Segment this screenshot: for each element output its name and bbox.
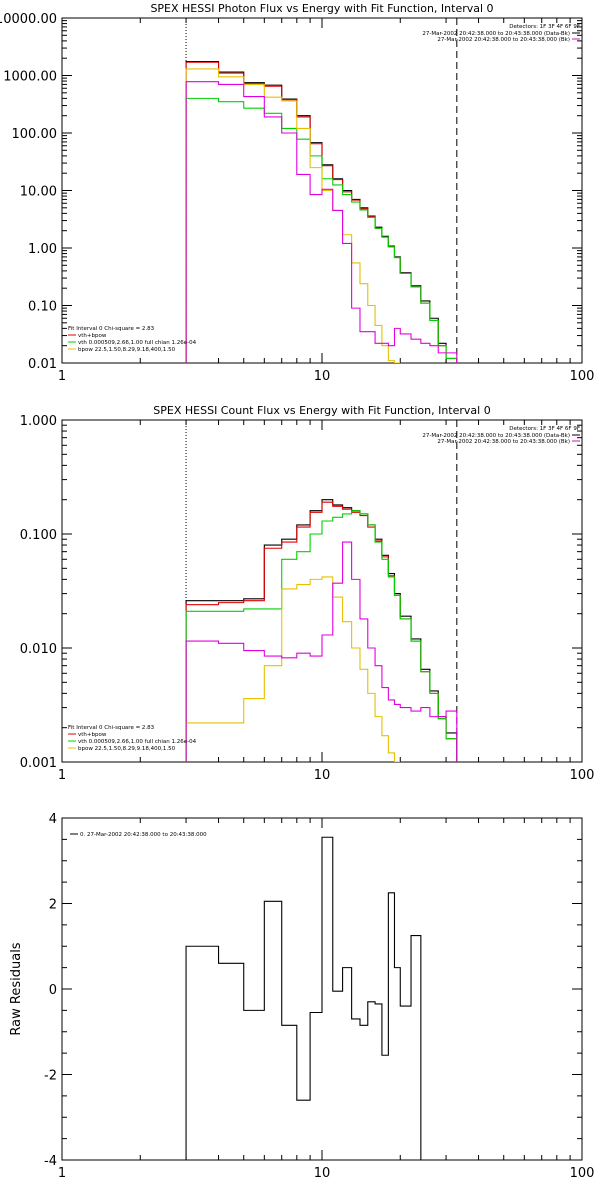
p2-plot-frame (61, 419, 583, 763)
p2-x-tick-label: 100 (570, 768, 595, 783)
p1-x-tick-label: 100 (570, 369, 595, 384)
p2-legend-top-entry: 27-Mar-2002 20:42:38.000 to 20:43:38.000… (422, 433, 570, 439)
p2-legend-bottom-entry: vth+bpow (78, 732, 107, 738)
p2-legend-bottom-header: Fit Interval 0 Chi-square = 2.83 (68, 725, 155, 731)
p2-y-tick-label: 0.001 (20, 756, 57, 771)
p2-legend-bottom-entry: vth 0.000509,2.66,1.00 full chian 1.26e-… (78, 739, 197, 745)
p1-y-tick-label: 0.01 (28, 357, 57, 372)
p1-y-tick-label: 0.10 (28, 300, 57, 315)
p1-title: SPEX HESSI Photon Flux vs Energy with Fi… (150, 2, 493, 15)
p1-x-tick-label: 10 (314, 369, 331, 384)
p1-legend-bottom-entry: bpow 22.5,1.50,8.29,9.18,400,1.50 (78, 347, 176, 353)
p1-legend-top-header: Detectors: 1F 3F 4F 6F 9F (509, 24, 580, 30)
p1-series-vth-bpow (185, 60, 457, 363)
p3-x-tick-label: 1 (58, 1166, 66, 1181)
p3-y-tick-label: 2 (49, 898, 57, 913)
p1-y-tick-label: 1000.00 (3, 70, 57, 85)
p1-series-raw-data (185, 81, 458, 363)
p1-legend-bottom-header: Fit Interval 0 Chi-square = 2.83 (68, 326, 155, 332)
p3-series-0-27-mar-2002-20-42-38-000-to-20-43-38-000 (185, 836, 422, 1160)
p1-series-vth-bpow-fit (185, 61, 458, 363)
p1-legend-bottom-entry: vth+bpow (78, 333, 107, 339)
p3-y-tick-label: -2 (44, 1069, 57, 1084)
p2-x-tick-label: 10 (314, 768, 331, 783)
p2-series-vth (185, 510, 458, 762)
p1-series-vth (185, 97, 458, 363)
p2-y-tick-label: 0.100 (20, 528, 57, 543)
p2-series-bpow (185, 576, 401, 762)
p2-legend-top-header: Detectors: 1F 3F 4F 6F 9F (509, 426, 580, 432)
p2-legend-bottom-entry: bpow 22.5,1.50,8.29,9.18,400,1.50 (78, 746, 176, 752)
p2-y-tick-label: 1.000 (20, 414, 57, 429)
p3-y-tick-label: 4 (49, 812, 57, 827)
p2-title: SPEX HESSI Count Flux vs Energy with Fit… (153, 404, 490, 417)
p1-legend-bottom-entry: vth 0.000509,2.66,1.00 full chian 1.26e-… (78, 340, 197, 346)
p3-x-tick-label: 100 (570, 1166, 595, 1181)
p2-y-tick-label: 0.010 (20, 642, 57, 657)
p3-ylabel: Raw Residuals (9, 942, 24, 1035)
p1-y-tick-label: 100.00 (12, 127, 58, 142)
p1-y-tick-label: 10000.00 (0, 12, 57, 27)
p1-legend-top-entry: 27-Mar-2002 20:42:38.000 to 20:43:38.000… (422, 31, 570, 37)
p2-series-bk (185, 541, 458, 762)
p1-legend-top-entry: 27-Mar-2002 20:42:38.000 to 20:43:38.000… (437, 37, 570, 43)
p2-x-tick-label: 1 (58, 768, 66, 783)
p2-legend-top-entry: 27-Mar-2002 20:42:38.000 to 20:43:38.000… (437, 439, 570, 445)
p3-y-tick-label: 0 (49, 983, 57, 998)
p1-x-tick-label: 1 (58, 369, 66, 384)
p1-y-tick-label: 10.00 (20, 185, 57, 200)
p1-y-tick-label: 1.00 (28, 242, 57, 257)
p3-y-tick-label: -4 (44, 1154, 57, 1169)
p3-legend-entry: 0. 27-Mar-2002 20:42:38.000 to 20:43:38.… (80, 832, 207, 838)
p3-x-tick-label: 10 (314, 1166, 331, 1181)
